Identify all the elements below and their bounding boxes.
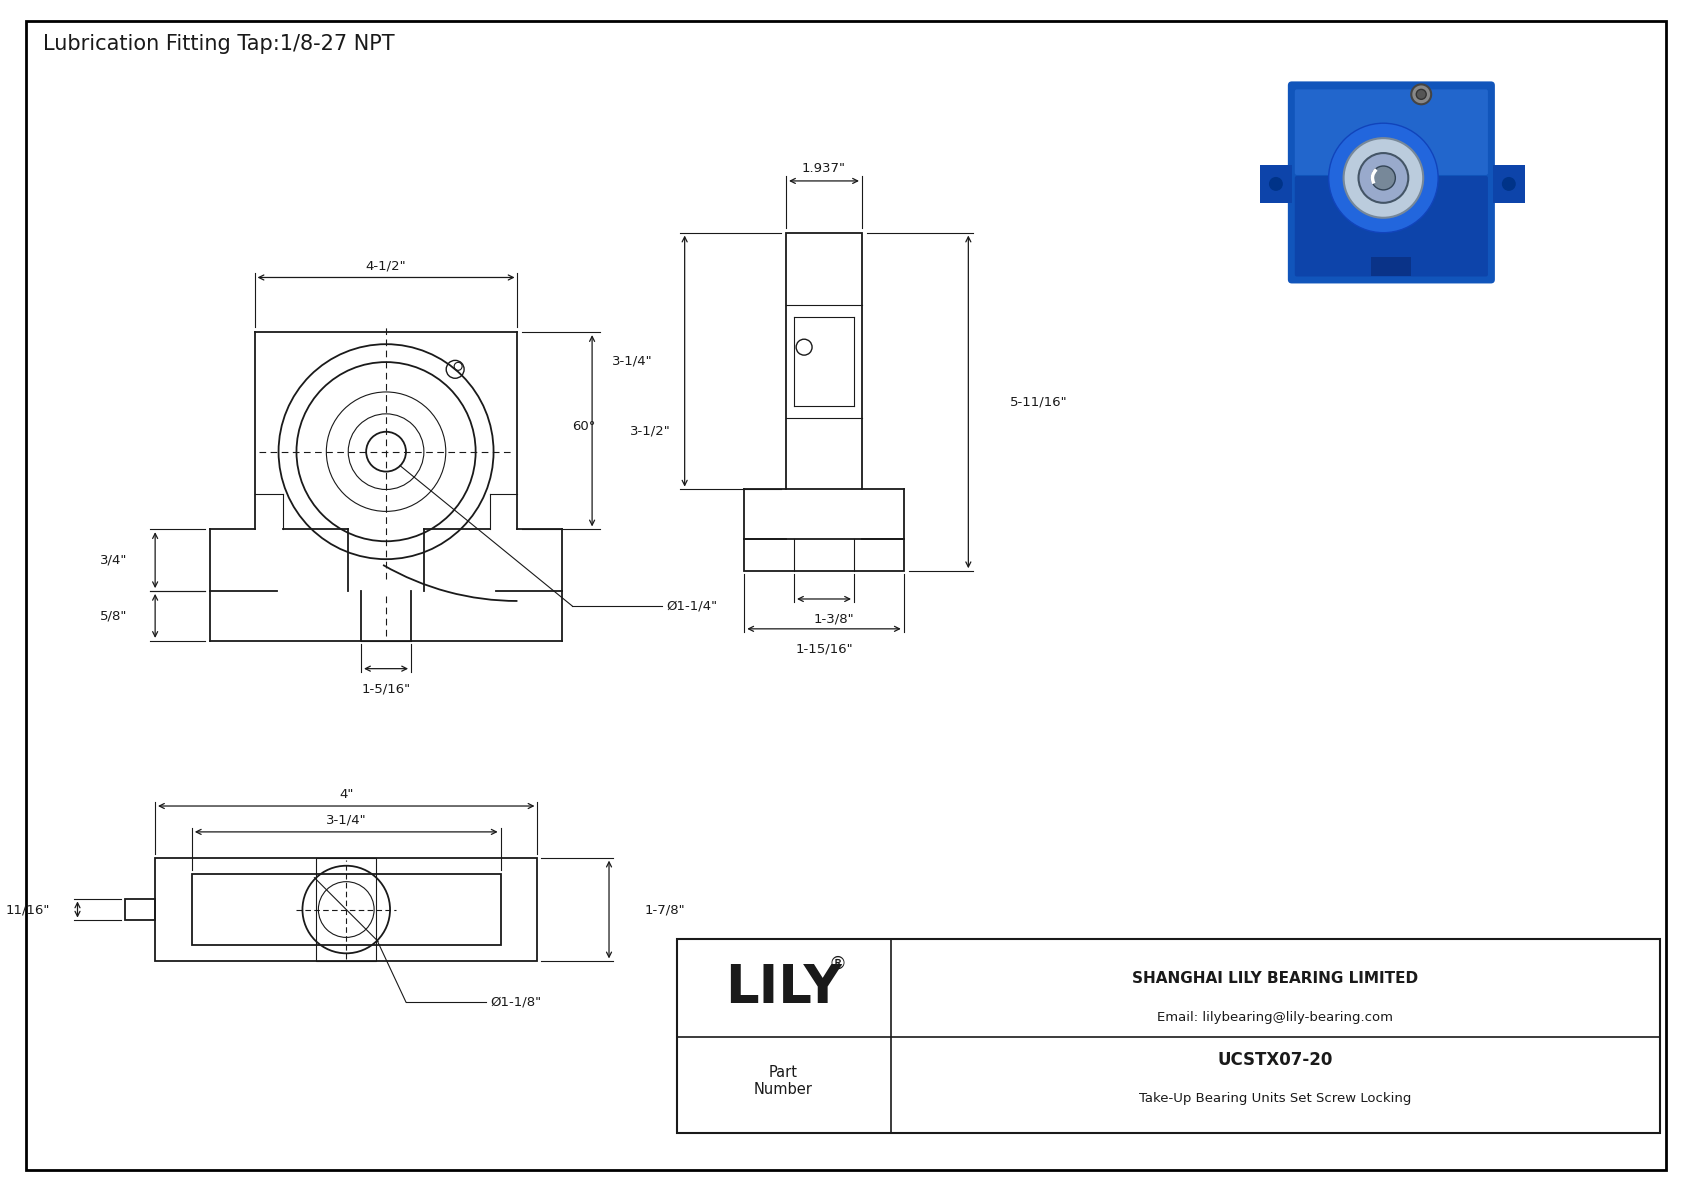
Text: 1-5/16": 1-5/16" [362, 682, 411, 696]
Text: Ø1-1/4": Ø1-1/4" [667, 599, 717, 612]
FancyBboxPatch shape [1295, 176, 1489, 276]
Bar [744, 540, 904, 572]
Bar [1260, 166, 1292, 202]
Bar [1371, 256, 1411, 276]
Text: 3-1/2": 3-1/2" [630, 424, 670, 437]
Bar [677, 940, 1660, 1134]
Text: Part
Number: Part Number [754, 1065, 813, 1097]
Bar [317, 858, 376, 961]
Text: Lubrication Fitting Tap:1/8-27 NPT: Lubrication Fitting Tap:1/8-27 NPT [42, 33, 394, 54]
Bar [192, 874, 500, 946]
Text: 5/8": 5/8" [99, 610, 128, 623]
Bar [1494, 166, 1524, 202]
Text: UCSTX07-20: UCSTX07-20 [1218, 1050, 1332, 1068]
Text: Email: lilybearing@lily-bearing.com: Email: lilybearing@lily-bearing.com [1157, 1010, 1393, 1023]
Text: 3-1/4": 3-1/4" [327, 813, 367, 827]
Circle shape [1270, 177, 1283, 191]
Circle shape [1344, 138, 1423, 218]
Text: 60°: 60° [573, 420, 596, 434]
FancyBboxPatch shape [1295, 89, 1489, 175]
Circle shape [1411, 85, 1431, 105]
Bar [125, 898, 155, 921]
Text: 1.937": 1.937" [802, 162, 845, 175]
Bar [786, 232, 862, 490]
Text: ®: ® [829, 955, 847, 973]
Circle shape [1502, 177, 1516, 191]
Circle shape [1371, 166, 1396, 189]
Circle shape [1416, 89, 1426, 99]
Circle shape [1359, 154, 1408, 202]
Text: 3-1/4": 3-1/4" [613, 355, 653, 368]
FancyBboxPatch shape [1288, 81, 1495, 283]
Text: Ø1-1/8": Ø1-1/8" [490, 996, 542, 1009]
Circle shape [1329, 123, 1438, 232]
Text: 1-15/16": 1-15/16" [795, 643, 852, 656]
Text: LILY: LILY [724, 962, 842, 1014]
Text: 1-3/8": 1-3/8" [813, 613, 854, 626]
Text: 4-1/2": 4-1/2" [365, 258, 406, 272]
Text: SHANGHAI LILY BEARING LIMITED: SHANGHAI LILY BEARING LIMITED [1132, 971, 1418, 986]
Text: 4": 4" [338, 787, 354, 800]
Text: 5-11/16": 5-11/16" [1010, 395, 1068, 409]
Text: Take-Up Bearing Units Set Screw Locking: Take-Up Bearing Units Set Screw Locking [1138, 1092, 1411, 1105]
Text: 3/4": 3/4" [99, 554, 128, 567]
Bar [155, 858, 537, 961]
Text: 11/16": 11/16" [5, 903, 49, 916]
Text: 1-7/8": 1-7/8" [645, 903, 685, 916]
